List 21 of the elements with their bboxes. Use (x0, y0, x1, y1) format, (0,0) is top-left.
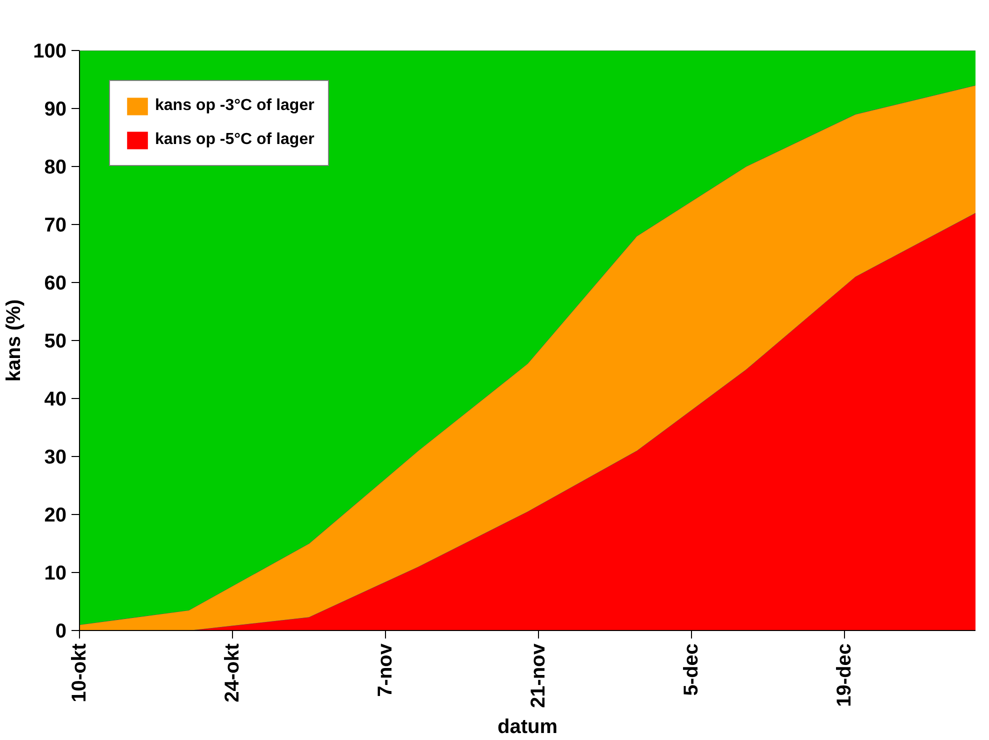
x-tick-label: 21-nov (527, 642, 550, 708)
x-axis-title: datum (498, 716, 558, 738)
y-tick-label: 70 (44, 214, 67, 236)
x-tick-label: 10-okt (68, 643, 90, 702)
legend-label: kans op -5°C of lager (155, 131, 314, 149)
y-tick-label: 60 (44, 272, 67, 294)
y-tick-label: 20 (44, 504, 67, 526)
x-tick-label: 24-okt (221, 643, 244, 702)
y-tick-label: 80 (44, 156, 67, 178)
x-tick-label: 19-dec (833, 643, 856, 707)
legend-label: kans op -3°C of lager (155, 97, 314, 115)
y-tick-label: 50 (44, 330, 67, 352)
y-tick-label: 90 (44, 98, 67, 120)
y-tick-label: 100 (33, 40, 67, 62)
y-tick-label: 40 (44, 388, 67, 410)
y-tick-label: 10 (44, 562, 67, 584)
x-tick-label: 7-nov (374, 642, 396, 697)
y-tick-label: 0 (55, 620, 66, 642)
y-axis-title: kans (%) (3, 299, 26, 382)
y-tick-label: 30 (44, 446, 67, 468)
x-tick-label: 5-dec (680, 643, 702, 696)
